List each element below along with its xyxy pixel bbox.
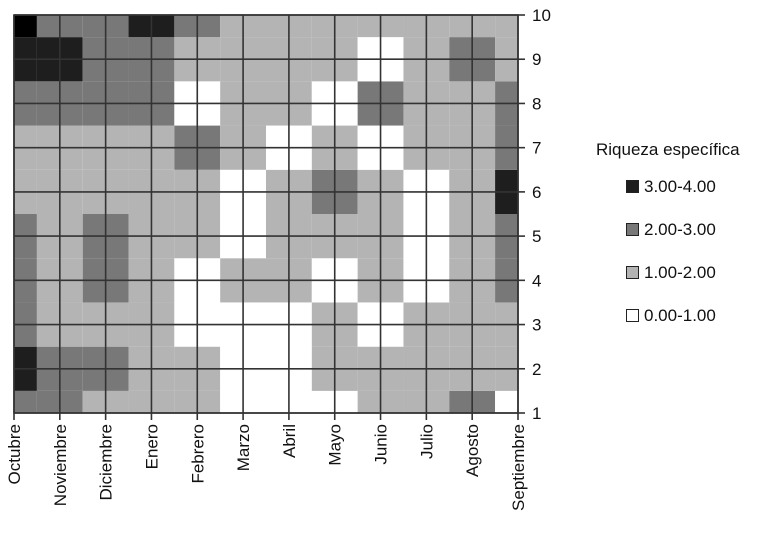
y-tick-label: 8 [532,94,541,113]
contour-cell [495,390,518,413]
y-axis: 1 2 3 4 5 6 7 8 9 10 [518,6,551,423]
x-tick-label: Diciembre [97,424,116,501]
legend-title: Riqueza específica [596,140,740,159]
legend-swatch [626,266,639,279]
y-tick-label: 9 [532,50,541,69]
y-tick-label: 3 [532,316,541,335]
x-tick-label: Abril [280,424,299,458]
legend-swatch [626,309,639,322]
y-tick-label: 4 [532,271,541,290]
y-tick-label: 1 [532,404,541,423]
x-tick-label: Enero [142,424,161,469]
legend-label: 1.00-2.00 [644,262,716,282]
x-tick-label: Mayo [326,424,345,466]
legend-item-2-3: 2.00-3.00 [626,215,740,244]
x-tick-label: Febrero [188,424,207,484]
legend-label: 3.00-4.00 [644,176,716,196]
grid-lines [13,14,519,414]
x-tick-label: Junio [372,424,391,465]
legend-swatch [626,223,639,236]
x-tick-label: Noviembre [51,424,70,506]
y-tick-label: 2 [532,360,541,379]
contour-cell [14,390,37,413]
y-tick-label: 6 [532,183,541,202]
legend-label: 0.00-1.00 [644,305,716,325]
x-tick-label: Julio [417,424,436,459]
legend-item-0-1: 0.00-1.00 [626,301,740,330]
y-tick-label: 10 [532,6,551,25]
y-tick-label: 7 [532,139,541,158]
x-axis: Octubre Noviembre Diciembre Enero Febrero Mar… [5,413,528,511]
contour-cell [14,15,37,38]
x-tick-label: Septiembre [509,424,528,511]
x-tick-label: Marzo [234,424,253,471]
legend: Riqueza específica 3.00-4.00 2.00-3.00 1… [596,140,740,344]
legend-swatch [626,180,639,193]
contour-fill [14,15,518,413]
x-tick-label: Octubre [5,424,24,484]
legend-item-1-2: 1.00-2.00 [626,258,740,287]
legend-label: 2.00-3.00 [644,219,716,239]
contour-cell [495,15,518,38]
legend-item-3-4: 3.00-4.00 [626,172,740,201]
plot-border [13,14,519,414]
y-tick-label: 5 [532,227,541,246]
x-tick-label: Agosto [463,424,482,477]
